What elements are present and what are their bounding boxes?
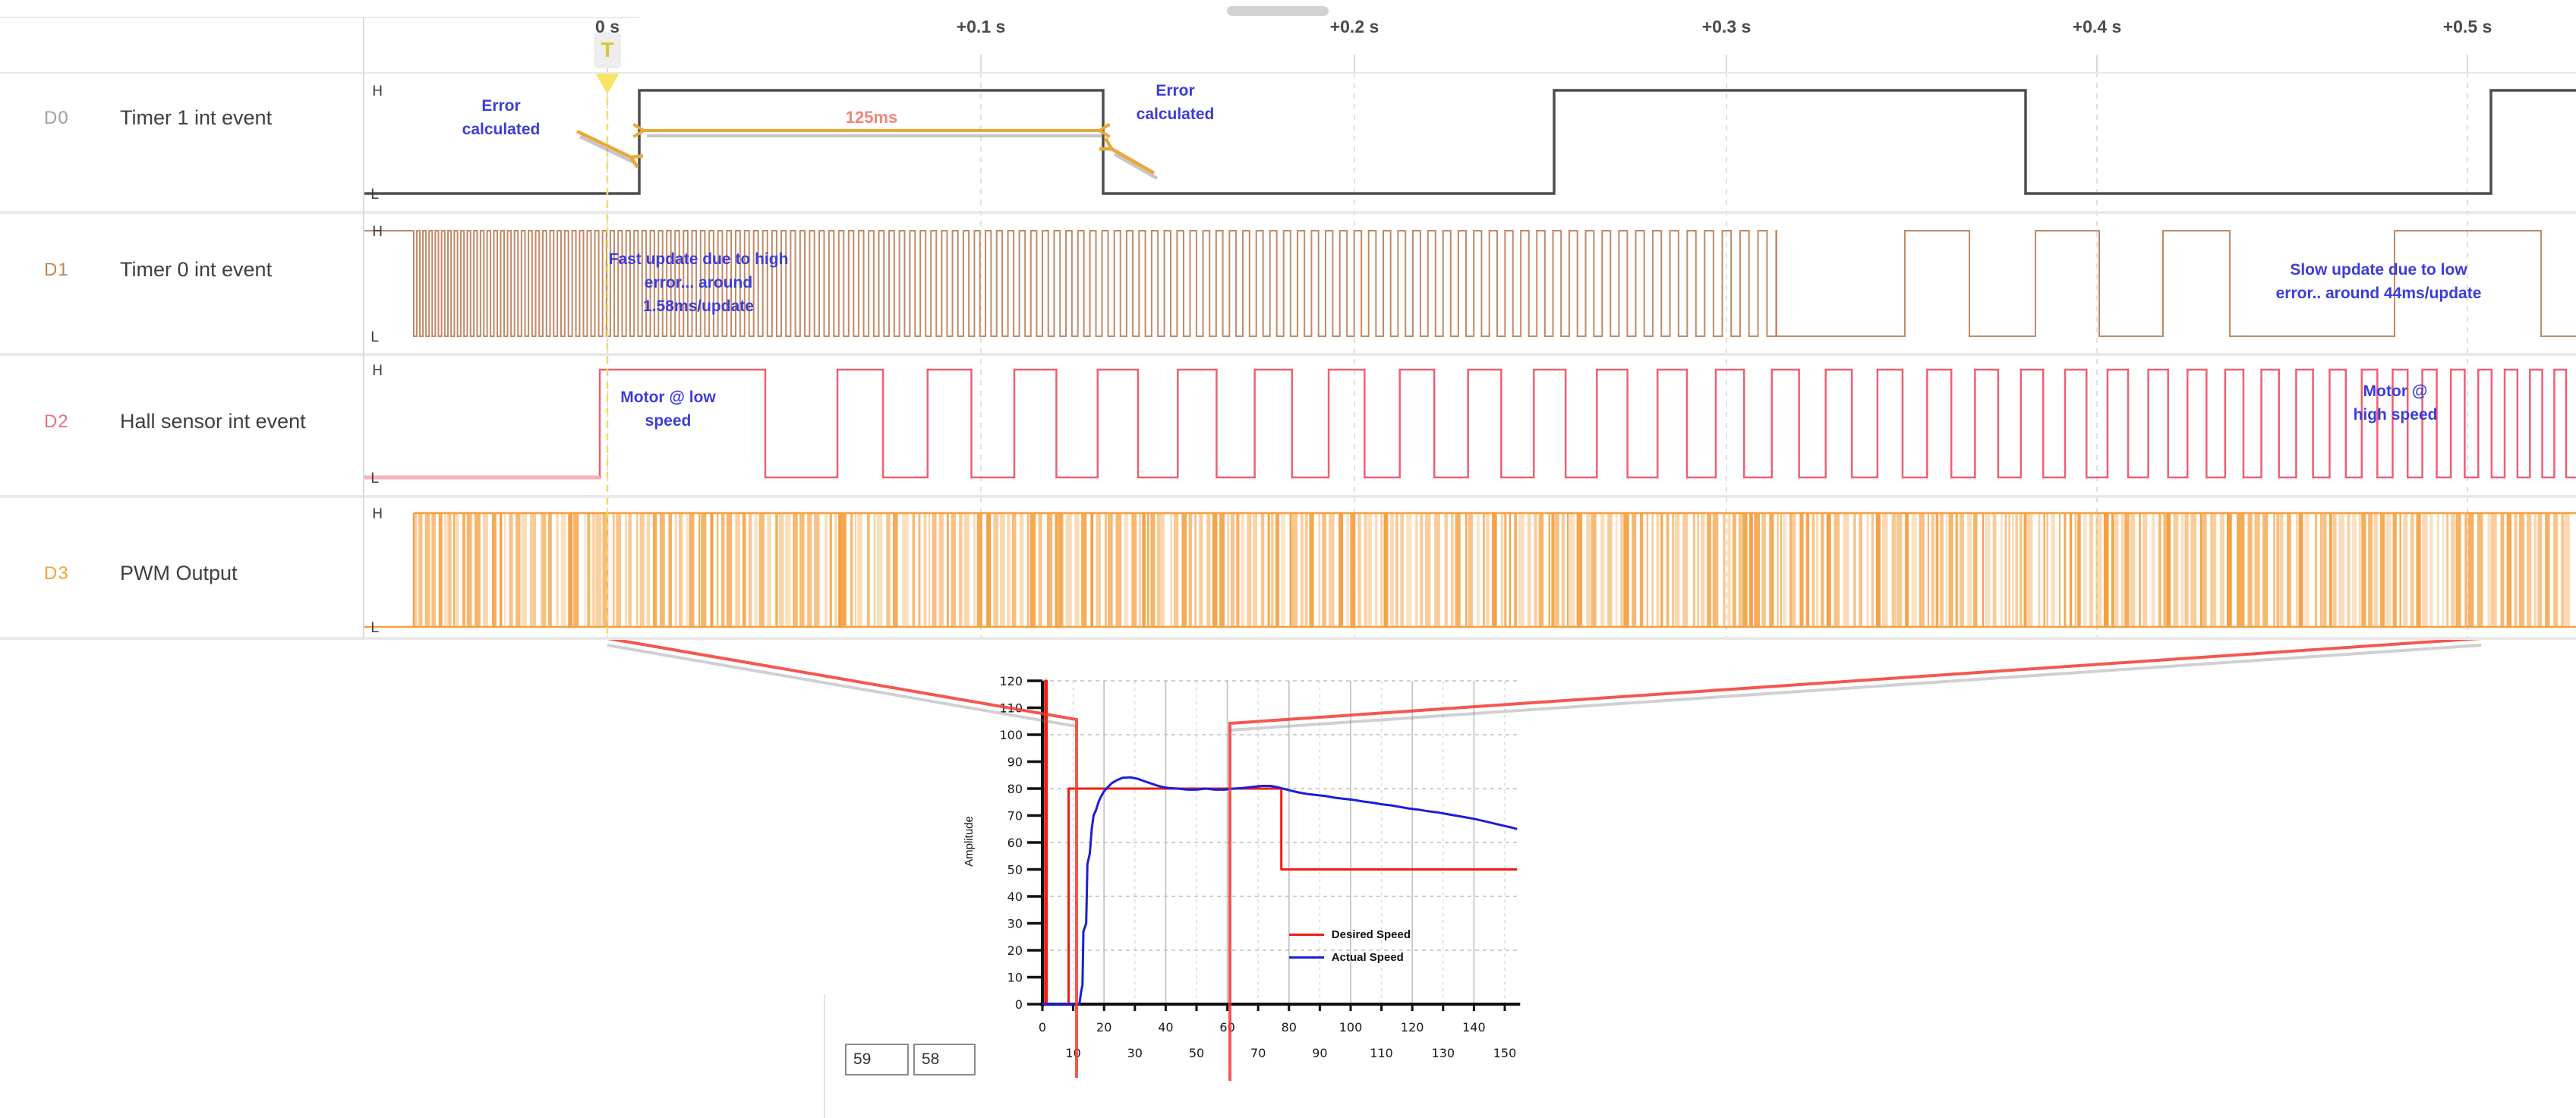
svg-text:60: 60 [1219, 1020, 1234, 1035]
svg-text:L: L [370, 329, 379, 345]
svg-text:80: 80 [1282, 1020, 1297, 1035]
channel-id-d0: D0 [44, 108, 69, 128]
chart-legend: Desired Speed Actual Speed [1288, 924, 1411, 969]
channel-name-d1: Timer 0 int event [120, 258, 273, 281]
value-input-2-text: 58 [922, 1050, 940, 1068]
svg-text:100: 100 [999, 728, 1023, 742]
svg-text:90: 90 [1312, 1046, 1327, 1060]
svg-text:L: L [370, 186, 379, 203]
header-top-border [0, 17, 639, 18]
svg-text:120: 120 [999, 674, 1023, 688]
channel-id-d2: D2 [44, 411, 69, 432]
trigger-marker-label: T [601, 38, 614, 61]
row-divider-2 [0, 353, 2576, 356]
legend-swatch-actual-speed [1288, 956, 1324, 959]
row-divider-3 [0, 495, 2576, 498]
svg-text:150: 150 [1493, 1046, 1517, 1060]
svg-text:H: H [372, 505, 383, 522]
channel-id-d3: D3 [44, 563, 69, 584]
channel-name-d2: Hall sensor int event [120, 410, 306, 433]
svg-text:10: 10 [1007, 971, 1023, 985]
svg-text:80: 80 [1007, 782, 1023, 796]
annotation-fast-update: Fast update due to high error... around 1.… [608, 250, 789, 315]
svg-text:60: 60 [1007, 836, 1023, 850]
legend-label-actual-speed: Actual Speed [1331, 951, 1404, 964]
svg-text:70: 70 [1007, 809, 1023, 824]
svg-text:50: 50 [1007, 863, 1023, 877]
svg-text:40: 40 [1007, 890, 1023, 904]
svg-text:H: H [372, 362, 383, 379]
svg-text:0: 0 [1039, 1020, 1046, 1035]
value-input-1-text: 59 [853, 1050, 872, 1068]
row-divider-1 [0, 211, 2576, 214]
embedded-frame-edge [824, 994, 825, 1118]
label-column-border [363, 17, 364, 639]
channel-name-d0: Timer 1 int event [120, 106, 273, 129]
svg-text:30: 30 [1007, 917, 1023, 931]
svg-text:70: 70 [1250, 1046, 1266, 1060]
annotation-motor-high-speed: Motor @ high speed [2353, 383, 2438, 424]
annotation-slow-update: Slow update due to low error.. around 44m… [2275, 261, 2482, 302]
svg-text:20: 20 [1007, 943, 1023, 958]
svg-text:L: L [370, 619, 379, 636]
svg-text:30: 30 [1127, 1046, 1143, 1060]
svg-text:100: 100 [1339, 1020, 1363, 1035]
svg-text:H: H [372, 223, 383, 240]
annotation-error-calculated-1: Error calculated [462, 97, 541, 138]
svg-text:50: 50 [1189, 1046, 1204, 1060]
svg-text:10: 10 [1065, 1046, 1080, 1060]
value-input-1[interactable]: 59 [845, 1044, 909, 1075]
channel-id-d1: D1 [44, 260, 69, 280]
svg-text:140: 140 [1462, 1020, 1486, 1035]
legend-label-desired-speed: Desired Speed [1331, 928, 1411, 941]
svg-text:130: 130 [1432, 1046, 1455, 1060]
timeline-tick-1: +0.1 s [956, 17, 1006, 36]
timeline-tick-5: +0.5 s [2442, 17, 2492, 36]
channel-name-d3: PWM Output [120, 562, 238, 584]
svg-text:20: 20 [1096, 1020, 1111, 1035]
svg-text:0: 0 [1015, 997, 1023, 1012]
timeline-tick-2: +0.2 s [1329, 17, 1379, 36]
legend-item-actual: Actual Speed [1288, 946, 1411, 969]
header-bottom-border [0, 72, 2576, 74]
svg-text:40: 40 [1158, 1020, 1173, 1035]
value-input-2[interactable]: 58 [913, 1044, 976, 1075]
trigger-marker-badge[interactable]: T [594, 32, 621, 68]
svg-text:H: H [372, 83, 383, 99]
chart-y-axis-title: Amplitude [962, 816, 976, 867]
svg-text:110: 110 [1370, 1046, 1393, 1060]
measurement-125ms-label[interactable]: 125ms [845, 108, 898, 127]
svg-text:120: 120 [1401, 1020, 1424, 1035]
timeline-scrollbar-handle[interactable] [1227, 6, 1329, 16]
svg-text:L: L [370, 470, 379, 487]
timeline-tick-4: +0.4 s [2072, 17, 2122, 36]
svg-text:90: 90 [1007, 755, 1023, 770]
row-divider-4 [0, 637, 2576, 640]
annotation-motor-low-speed: Motor @ low speed [620, 389, 716, 430]
timeline-tick-0: 0 s [595, 17, 620, 36]
timeline-tick-3: +0.3 s [1701, 17, 1751, 36]
legend-item-desired: Desired Speed [1288, 924, 1411, 946]
legend-swatch-desired-speed [1288, 934, 1324, 936]
annotation-error-calculated-2: Error calculated [1136, 82, 1215, 123]
